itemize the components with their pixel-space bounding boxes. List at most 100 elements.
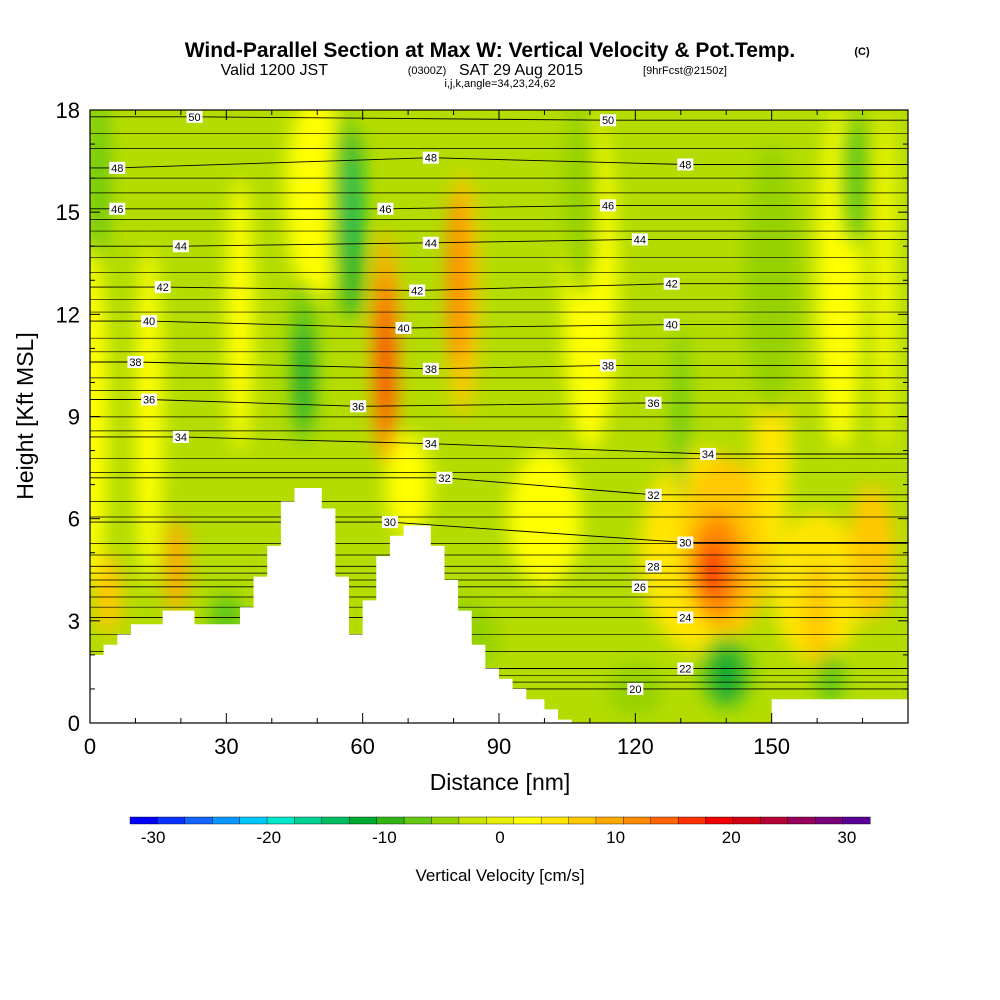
contour-label-text: 48	[425, 153, 437, 165]
contour-label: 50	[186, 110, 203, 124]
contour-label-text: 46	[111, 204, 123, 216]
contour-label: 42	[409, 284, 426, 297]
colorbar-swatch	[842, 816, 871, 825]
velocity-region	[848, 484, 895, 621]
velocity-region	[817, 651, 845, 706]
contour-label: 34	[172, 430, 189, 444]
contour-label-box	[172, 240, 189, 253]
contour-label: 30	[381, 516, 398, 529]
colorbar-swatch	[568, 816, 597, 825]
contour-label: 42	[154, 281, 171, 294]
contour-label-box	[154, 281, 171, 294]
velocity-region	[673, 331, 688, 502]
y-tick-label: 12	[56, 302, 80, 327]
contour-label: 44	[631, 233, 648, 246]
colorbar-swatch	[403, 816, 432, 825]
contour-label-text: 48	[679, 159, 691, 171]
colorbar-swatch	[129, 816, 158, 825]
contour-label-box	[141, 393, 158, 406]
contour-label: 28	[645, 560, 662, 573]
colorbar-swatch	[677, 816, 707, 825]
contour-label: 46	[109, 202, 126, 216]
colorbar-swatch	[705, 816, 734, 825]
contour-label-text: 36	[143, 394, 155, 406]
contour-label-text: 42	[157, 282, 169, 294]
contour-label-box	[422, 151, 439, 164]
contour-label-text: 46	[379, 204, 391, 216]
theta-contour	[90, 477, 908, 496]
colorbar	[129, 816, 871, 825]
contour-label-box	[677, 662, 694, 675]
contour-label-text: 46	[602, 200, 614, 212]
contour-label-text: 50	[188, 112, 200, 124]
contour-label: 34	[700, 447, 717, 461]
contour-label-box	[600, 114, 617, 127]
contour-label-box	[436, 471, 453, 484]
colorbar-ticks: -30 -20 -10 0 10 20 30	[141, 828, 857, 847]
contour-label-text: 32	[647, 490, 659, 502]
colorbar-tick-label: 0	[495, 828, 504, 847]
contour-label-box	[700, 447, 717, 460]
y-tick-label: 9	[68, 405, 80, 430]
x-tick-label: 60	[350, 734, 374, 759]
y-axis-label: Height [Kft MSL]	[12, 332, 38, 499]
colorbar-swatch	[349, 816, 378, 825]
contour-label-box	[377, 202, 394, 215]
colorbar-swatch	[266, 816, 295, 825]
y-tick-label: 15	[56, 200, 80, 225]
x-tick-label: 120	[617, 734, 654, 759]
contour-label-text: 38	[425, 364, 437, 376]
colorbar-tick-label: 10	[606, 828, 625, 847]
velocity-region	[226, 178, 254, 451]
colorbar-swatch	[787, 816, 816, 825]
contour-label-box	[631, 580, 648, 593]
plot-area: 50 50 48 48 48 46 46 46 44 44 44 42 42 42 40 40 40 38 38 38…	[90, 110, 908, 723]
theta-contour	[90, 116, 908, 121]
contour-label: 26	[631, 580, 648, 594]
contour-label-text: 40	[397, 323, 409, 335]
contour-label: 48	[109, 161, 126, 175]
terrain	[90, 488, 908, 723]
contour-label-box	[172, 430, 189, 443]
contour-label-box	[395, 321, 412, 334]
contour-label-text: 34	[425, 439, 437, 451]
contour-label: 44	[422, 236, 439, 250]
contour-label: 48	[422, 151, 439, 165]
contour-label-box	[663, 277, 680, 290]
contour-label-text: 44	[175, 241, 187, 253]
colorbar-swatch	[431, 816, 460, 825]
contour-label-text: 26	[634, 582, 646, 594]
x-tick-label: 30	[214, 734, 238, 759]
velocity-region	[295, 321, 312, 431]
contour-label-box	[645, 488, 662, 501]
contour-label: 38	[600, 359, 617, 372]
contour-label: 20	[627, 682, 644, 696]
contour-label-text: 42	[666, 279, 678, 291]
colorbar-swatch	[486, 816, 515, 825]
contour-label-box	[663, 318, 680, 331]
contour-labels: 50 50 48 48 48 46 46 46 44 44 44 42 42 42 40 40 40 38 38 38…	[109, 110, 717, 696]
theta-contour	[90, 521, 908, 543]
colorbar-swatch	[376, 816, 405, 825]
contour-label: 40	[395, 321, 412, 335]
contour-label-box	[109, 202, 126, 215]
contour-label: 38	[422, 362, 439, 376]
contour-label-box	[141, 315, 158, 328]
contour-label: 46	[377, 202, 394, 216]
forecast-info: [9hrFcst@2150z]	[643, 65, 727, 77]
copyright-mark: (C)	[854, 46, 870, 58]
contour-label-text: 44	[425, 238, 437, 250]
subtitle-indices: i,j,k,angle=34,23,24,62	[444, 78, 555, 90]
contour-label-box	[350, 400, 367, 413]
contour-label-text: 38	[129, 357, 141, 369]
contour-label: 32	[645, 488, 662, 502]
y-tick-label: 0	[68, 711, 80, 736]
x-tick-label: 150	[753, 734, 790, 759]
contour-label-text: 36	[352, 401, 364, 413]
contour-label: 42	[663, 277, 680, 291]
contour-label-box	[186, 110, 203, 123]
colorbar-swatch	[458, 816, 487, 825]
contour-label-box	[381, 516, 398, 529]
y-tick-label: 3	[68, 609, 80, 634]
contour-label: 50	[600, 114, 617, 127]
